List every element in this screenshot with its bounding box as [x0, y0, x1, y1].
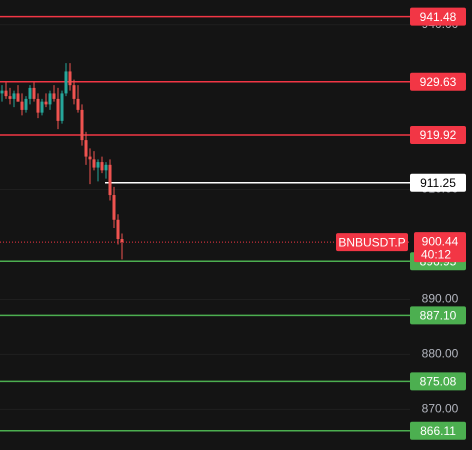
candle-body	[56, 98, 60, 121]
candle-body	[88, 156, 92, 160]
candle-body	[60, 93, 64, 121]
level-label: 919.92	[420, 128, 457, 142]
level-label: 941.48	[420, 10, 457, 24]
candle-body	[20, 101, 24, 110]
price-labels: 941.48929.63919.92911.25896.95887.10875.…	[336, 7, 466, 440]
candle-body	[40, 101, 44, 113]
candle-body	[44, 101, 48, 105]
level-label: 911.25	[420, 176, 456, 190]
candle-body	[108, 164, 112, 196]
level-label-box	[410, 372, 466, 391]
level-label-box	[410, 306, 466, 325]
last-price-box	[414, 232, 466, 263]
plot	[0, 15, 410, 432]
candle-body	[52, 93, 56, 99]
candle-body	[76, 98, 80, 110]
candle-body	[16, 93, 20, 102]
last-price-label: 900.44	[422, 234, 459, 248]
level-label-box	[410, 126, 466, 145]
candle-body	[68, 71, 72, 86]
level-label-box	[410, 421, 466, 440]
y-tick-label: 870.00	[422, 402, 459, 416]
level-label-box	[410, 173, 466, 192]
symbol-box	[336, 233, 408, 252]
y-tick-label: 890.00	[422, 292, 459, 306]
candle-body	[100, 162, 104, 171]
level-label: 866.11	[420, 424, 456, 438]
candle-body	[24, 98, 28, 110]
candle-body	[32, 87, 36, 99]
candle-body	[120, 239, 124, 243]
level-label: 875.08	[420, 375, 457, 389]
candle-body	[72, 85, 76, 99]
candle-body	[84, 140, 88, 157]
level-label-box	[410, 7, 466, 26]
candle-body	[12, 93, 16, 99]
candle-body	[0, 90, 4, 94]
candle-body	[4, 90, 8, 97]
candle-body	[104, 164, 108, 171]
level-label: 929.63	[420, 75, 457, 89]
candle-body	[64, 71, 68, 94]
level-label: 887.10	[420, 309, 457, 323]
candle-body	[96, 162, 100, 168]
candle-body	[112, 195, 116, 220]
candle-body	[36, 98, 40, 113]
level-label-box	[410, 72, 466, 91]
candle-body	[80, 109, 84, 141]
countdown-label: 40:12	[421, 247, 451, 261]
candle-body	[116, 219, 120, 240]
candle-body	[92, 159, 96, 168]
candle-body	[8, 96, 12, 99]
symbol-label: BNBUSDT.P	[338, 235, 405, 249]
candle-body	[48, 93, 52, 105]
y-tick-label: 880.00	[422, 347, 459, 361]
candle-body	[28, 87, 32, 99]
